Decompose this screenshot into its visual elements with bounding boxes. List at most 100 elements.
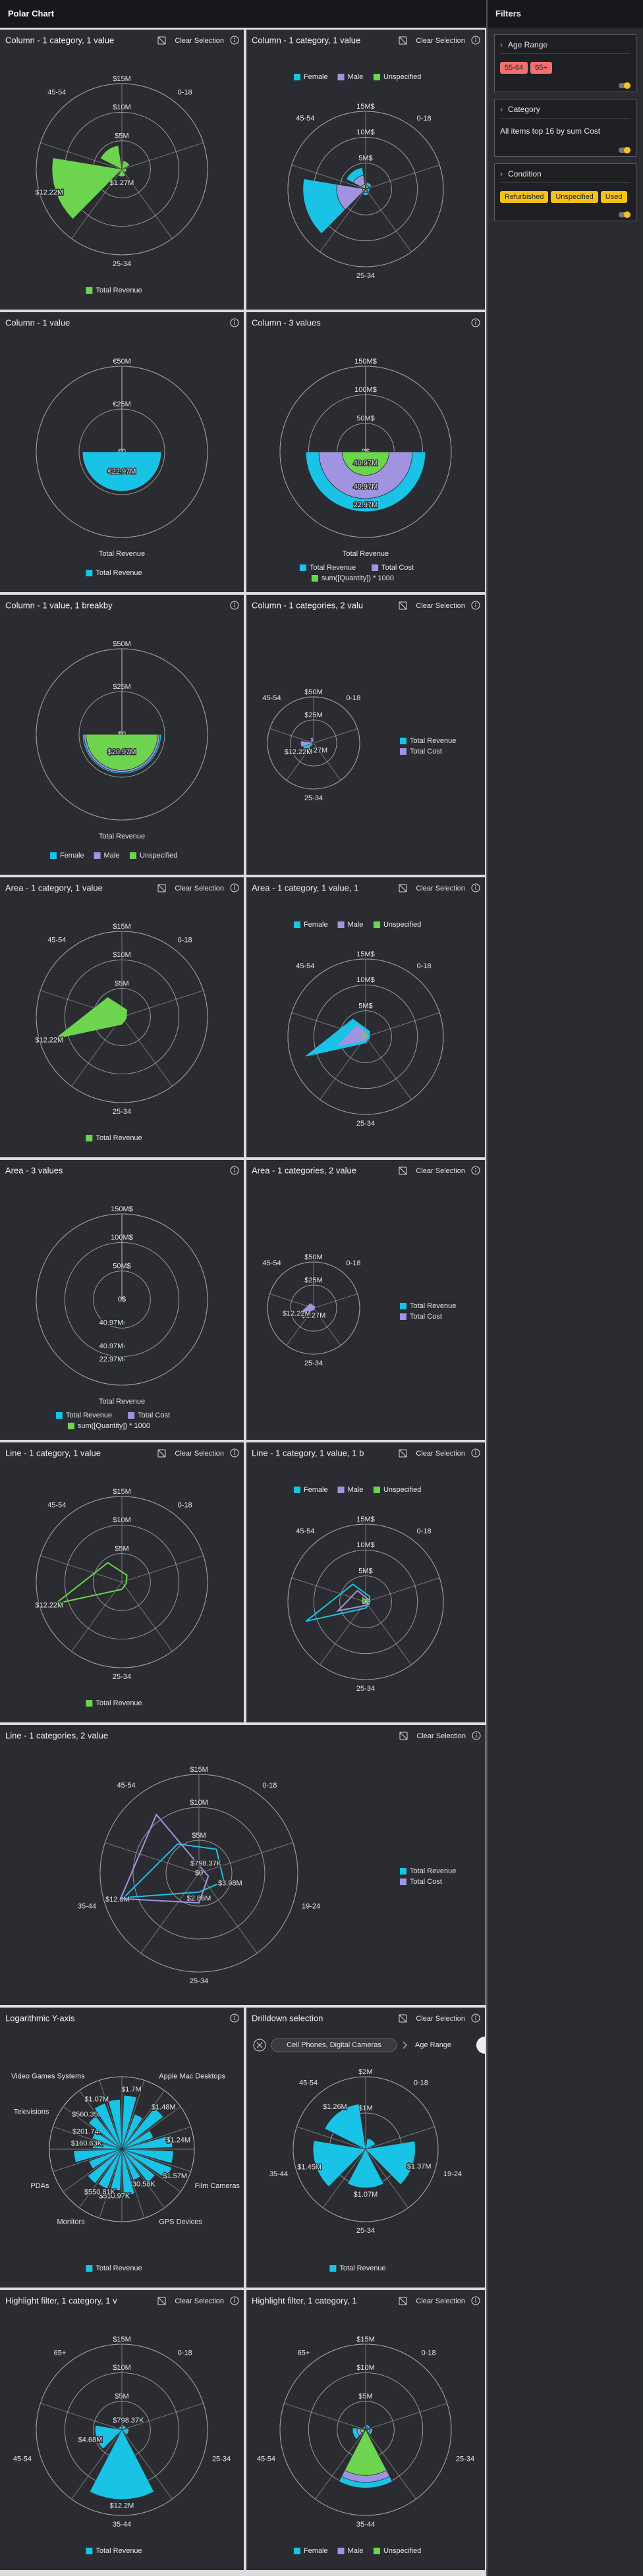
- legend-swatch: [94, 852, 101, 859]
- info-icon[interactable]: [230, 36, 239, 45]
- clear-icon: [399, 1166, 407, 1175]
- grid-ring: [290, 719, 337, 767]
- value-label: $12.22M: [35, 189, 63, 197]
- clear-selection[interactable]: Clear Selection: [416, 37, 465, 45]
- bar: [324, 2104, 366, 2150]
- filter-chip[interactable]: 65+: [530, 62, 552, 74]
- info-icon[interactable]: [471, 883, 480, 892]
- toggle[interactable]: [619, 211, 630, 218]
- clear-selection[interactable]: Clear Selection: [416, 1450, 465, 1458]
- legend-swatch: [329, 2265, 337, 2272]
- value-label: $510.97K: [99, 2193, 130, 2201]
- clear-selection[interactable]: Clear Selection: [416, 602, 465, 610]
- line: [119, 1813, 210, 1904]
- legend-label: Male: [104, 852, 120, 860]
- category-axis-label: Total Revenue: [99, 550, 145, 558]
- grid-center: [198, 1873, 200, 1874]
- bar: [100, 145, 123, 170]
- value-label: $12.2M: [110, 2502, 134, 2510]
- bar: [88, 2149, 123, 2169]
- bar: [87, 2149, 123, 2184]
- y-tick-label: $5M: [115, 1545, 128, 1553]
- clear-selection[interactable]: Clear Selection: [416, 885, 465, 892]
- category-label: 25-34: [304, 794, 323, 802]
- filter-chip[interactable]: 55-64: [500, 62, 528, 74]
- clear-selection[interactable]: Clear Selection: [416, 1167, 465, 1175]
- info-icon[interactable]: [230, 1166, 239, 1175]
- breadcrumb-chip[interactable]: [271, 2038, 397, 2052]
- legend-swatch: [86, 2548, 93, 2554]
- info-icon[interactable]: [471, 2014, 480, 2023]
- toggle[interactable]: [619, 147, 630, 153]
- legend-label: Female: [304, 2547, 328, 2555]
- grid-ring: [99, 1774, 298, 1973]
- value-label: 40.97M: [354, 483, 378, 491]
- breadcrumb-item: Age Range: [415, 2041, 451, 2049]
- bar: [92, 2141, 123, 2150]
- spoke: [71, 1016, 123, 1087]
- grid-ring: [293, 2076, 439, 2222]
- category-label: Televisions: [14, 2108, 49, 2116]
- category-label: 25-34: [212, 2455, 231, 2463]
- legend-label: Unspecified: [383, 73, 421, 81]
- info-icon[interactable]: [471, 1166, 480, 1175]
- clear-selection[interactable]: Clear Selection: [175, 37, 224, 45]
- grid-ring: [36, 366, 208, 538]
- filter-chip[interactable]: Refurbished: [500, 191, 549, 203]
- value-label: €22.97M: [108, 468, 136, 476]
- info-icon[interactable]: [471, 2296, 480, 2305]
- y-tick-label: $2M: [358, 2068, 372, 2076]
- dashboard: Column - 1 category, 1 value Clear Select…: [0, 30, 486, 2570]
- spoke: [365, 1036, 412, 1100]
- info-icon-dot: [475, 1168, 476, 1169]
- info-icon[interactable]: [230, 318, 239, 327]
- chart-title: Area - 3 values: [5, 1165, 63, 1175]
- clear-selection[interactable]: Clear Selection: [416, 1732, 466, 1740]
- clear-selection[interactable]: Clear Selection: [175, 2297, 224, 2305]
- info-icon-dot: [475, 1450, 476, 1452]
- info-icon[interactable]: [471, 601, 480, 610]
- y-tick-label: 50M$: [113, 1263, 131, 1271]
- spoke: [40, 2403, 123, 2430]
- y-tick-label: $10M: [190, 1799, 208, 1807]
- clear-selection[interactable]: Clear Selection: [175, 885, 224, 892]
- y-tick-label: 10M$: [356, 1541, 375, 1549]
- value-label: $12.22M: [285, 748, 313, 756]
- category-label: 25-34: [356, 1120, 375, 1128]
- info-icon[interactable]: [230, 883, 239, 892]
- point: [119, 1320, 125, 1326]
- filter-chip[interactable]: Used: [600, 191, 627, 203]
- bar: [51, 157, 123, 219]
- bar-segment: [305, 451, 426, 512]
- info-icon[interactable]: [472, 1731, 481, 1740]
- chart-title: Area - 1 categories, 2 value: [252, 1165, 356, 1175]
- chart-title: Highlight filter, 1 category, 1: [252, 2295, 356, 2305]
- legend-label: Total Cost: [138, 1411, 170, 1419]
- info-icon[interactable]: [471, 1448, 480, 1458]
- y-tick-label: $1M: [358, 2104, 372, 2112]
- legend-swatch: [86, 1135, 93, 1141]
- bar: [313, 741, 316, 744]
- info-icon[interactable]: [230, 601, 239, 610]
- info-icon[interactable]: [230, 2296, 239, 2305]
- chart-title: Highlight filter, 1 category, 1 v: [5, 2295, 117, 2305]
- breadcrumb-back[interactable]: [253, 2039, 266, 2052]
- y-tick-label: $10M: [113, 103, 131, 111]
- y-tick-label: €50M: [113, 358, 131, 366]
- bar: [347, 2149, 384, 2189]
- filter-chip[interactable]: Unspecified: [551, 191, 598, 203]
- chart-title: Column - 1 value: [5, 317, 70, 327]
- clear-selection[interactable]: Clear Selection: [416, 2015, 465, 2023]
- info-icon[interactable]: [230, 1448, 239, 1458]
- category-label: Video Games Systems: [11, 2072, 85, 2080]
- clear-selection[interactable]: Clear Selection: [175, 1450, 224, 1458]
- value-label: $1.57M: [163, 2172, 187, 2180]
- toggle[interactable]: [619, 82, 630, 89]
- info-icon[interactable]: [230, 2014, 239, 2023]
- clear-selection[interactable]: Clear Selection: [416, 2297, 465, 2305]
- category-label: 25-34: [113, 1673, 131, 1681]
- value-label: $20.97M: [108, 748, 136, 756]
- info-icon[interactable]: [471, 36, 480, 45]
- info-icon[interactable]: [471, 318, 480, 327]
- chart-panel: Drilldown selection Clear Selection $1M $2M…: [246, 2008, 485, 2288]
